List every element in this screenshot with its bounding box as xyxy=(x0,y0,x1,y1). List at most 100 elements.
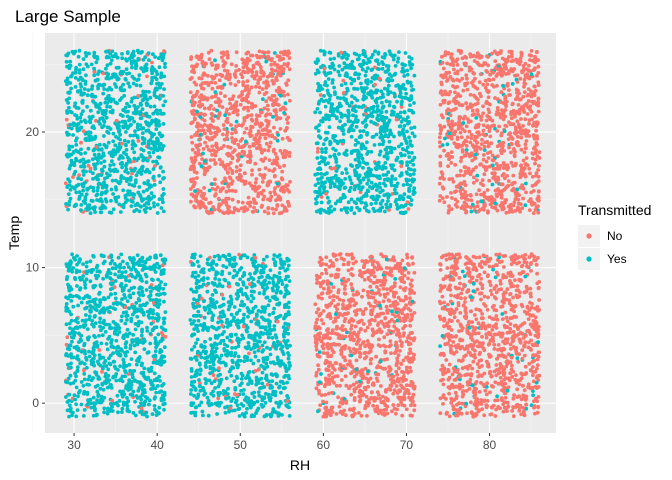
point-yes xyxy=(79,333,84,338)
point-yes xyxy=(68,373,73,378)
point-no xyxy=(498,362,503,366)
point-yes xyxy=(112,345,116,350)
point-yes xyxy=(127,279,132,283)
point-yes xyxy=(104,97,108,101)
point-yes xyxy=(74,190,79,195)
point-no xyxy=(520,356,525,361)
point-no xyxy=(341,306,345,311)
point-yes xyxy=(85,392,90,396)
point-no xyxy=(247,282,252,286)
point-no xyxy=(343,358,348,363)
point-no xyxy=(449,299,453,304)
point-no xyxy=(335,307,339,311)
point-no xyxy=(379,252,383,257)
point-yes xyxy=(199,284,204,289)
point-yes xyxy=(83,282,87,287)
point-yes xyxy=(80,360,84,365)
point-no xyxy=(339,409,343,414)
point-no xyxy=(357,384,361,389)
point-no xyxy=(370,291,375,296)
point-yes xyxy=(152,68,157,72)
point-yes xyxy=(157,298,162,303)
point-yes xyxy=(123,270,128,274)
point-no xyxy=(315,338,320,342)
point-no xyxy=(514,351,519,356)
point-yes xyxy=(206,311,211,315)
point-no xyxy=(517,337,522,341)
point-no xyxy=(387,344,392,349)
point-yes xyxy=(74,138,78,143)
point-no xyxy=(385,291,390,296)
point-yes xyxy=(129,192,134,197)
point-yes xyxy=(118,132,123,137)
point-no xyxy=(468,351,472,355)
point-yes xyxy=(144,68,149,73)
point-yes xyxy=(245,329,249,334)
point-yes xyxy=(69,352,73,357)
point-no xyxy=(313,334,318,338)
point-yes xyxy=(262,385,266,389)
point-yes xyxy=(73,85,78,89)
point-no xyxy=(400,397,404,401)
point-no xyxy=(477,359,482,363)
point-yes xyxy=(72,123,76,128)
point-no xyxy=(442,353,446,358)
point-yes xyxy=(196,349,200,354)
point-yes xyxy=(67,105,71,110)
point-yes xyxy=(287,279,292,283)
point-no xyxy=(373,407,377,412)
point-yes xyxy=(491,267,495,272)
point-no xyxy=(367,401,371,405)
point-yes xyxy=(152,132,157,137)
point-yes xyxy=(198,367,203,372)
point-yes xyxy=(145,301,149,305)
point-no xyxy=(504,297,509,302)
point-yes xyxy=(155,81,159,86)
point-yes xyxy=(101,261,106,266)
point-yes xyxy=(77,258,82,262)
point-no xyxy=(338,252,343,256)
point-yes xyxy=(197,378,201,382)
point-no xyxy=(408,323,413,328)
point-no xyxy=(528,332,533,336)
point-yes xyxy=(140,391,145,396)
point-no xyxy=(339,368,344,373)
point-yes xyxy=(123,345,128,350)
point-no xyxy=(520,304,525,309)
point-yes xyxy=(136,388,141,393)
point-no xyxy=(529,261,533,265)
point-yes xyxy=(123,370,128,375)
point-no xyxy=(495,357,499,361)
point-no xyxy=(100,370,104,374)
point-yes xyxy=(133,322,138,326)
point-yes xyxy=(263,278,267,283)
point-no xyxy=(317,389,321,393)
point-no xyxy=(145,74,149,79)
point-yes xyxy=(245,400,250,404)
point-no xyxy=(404,383,409,388)
point-yes xyxy=(152,93,157,98)
point-yes xyxy=(89,93,94,98)
point-yes xyxy=(285,291,290,296)
point-yes xyxy=(91,346,96,351)
point-no xyxy=(410,400,415,404)
point-no xyxy=(510,363,514,368)
point-yes xyxy=(114,134,118,139)
point-no xyxy=(368,322,372,327)
point-no xyxy=(515,284,520,288)
point-yes xyxy=(145,196,150,201)
point-yes xyxy=(111,281,115,286)
point-yes xyxy=(81,296,86,301)
point-yes xyxy=(138,194,143,199)
point-yes xyxy=(113,291,118,296)
point-no xyxy=(348,362,353,367)
point-no xyxy=(490,328,495,332)
point-yes xyxy=(134,337,139,342)
point-yes xyxy=(74,105,79,110)
point-yes xyxy=(76,320,80,325)
point-yes xyxy=(154,339,158,344)
point-yes xyxy=(272,273,277,278)
point-no xyxy=(475,369,480,374)
point-yes xyxy=(87,317,92,322)
point-no xyxy=(408,347,412,352)
